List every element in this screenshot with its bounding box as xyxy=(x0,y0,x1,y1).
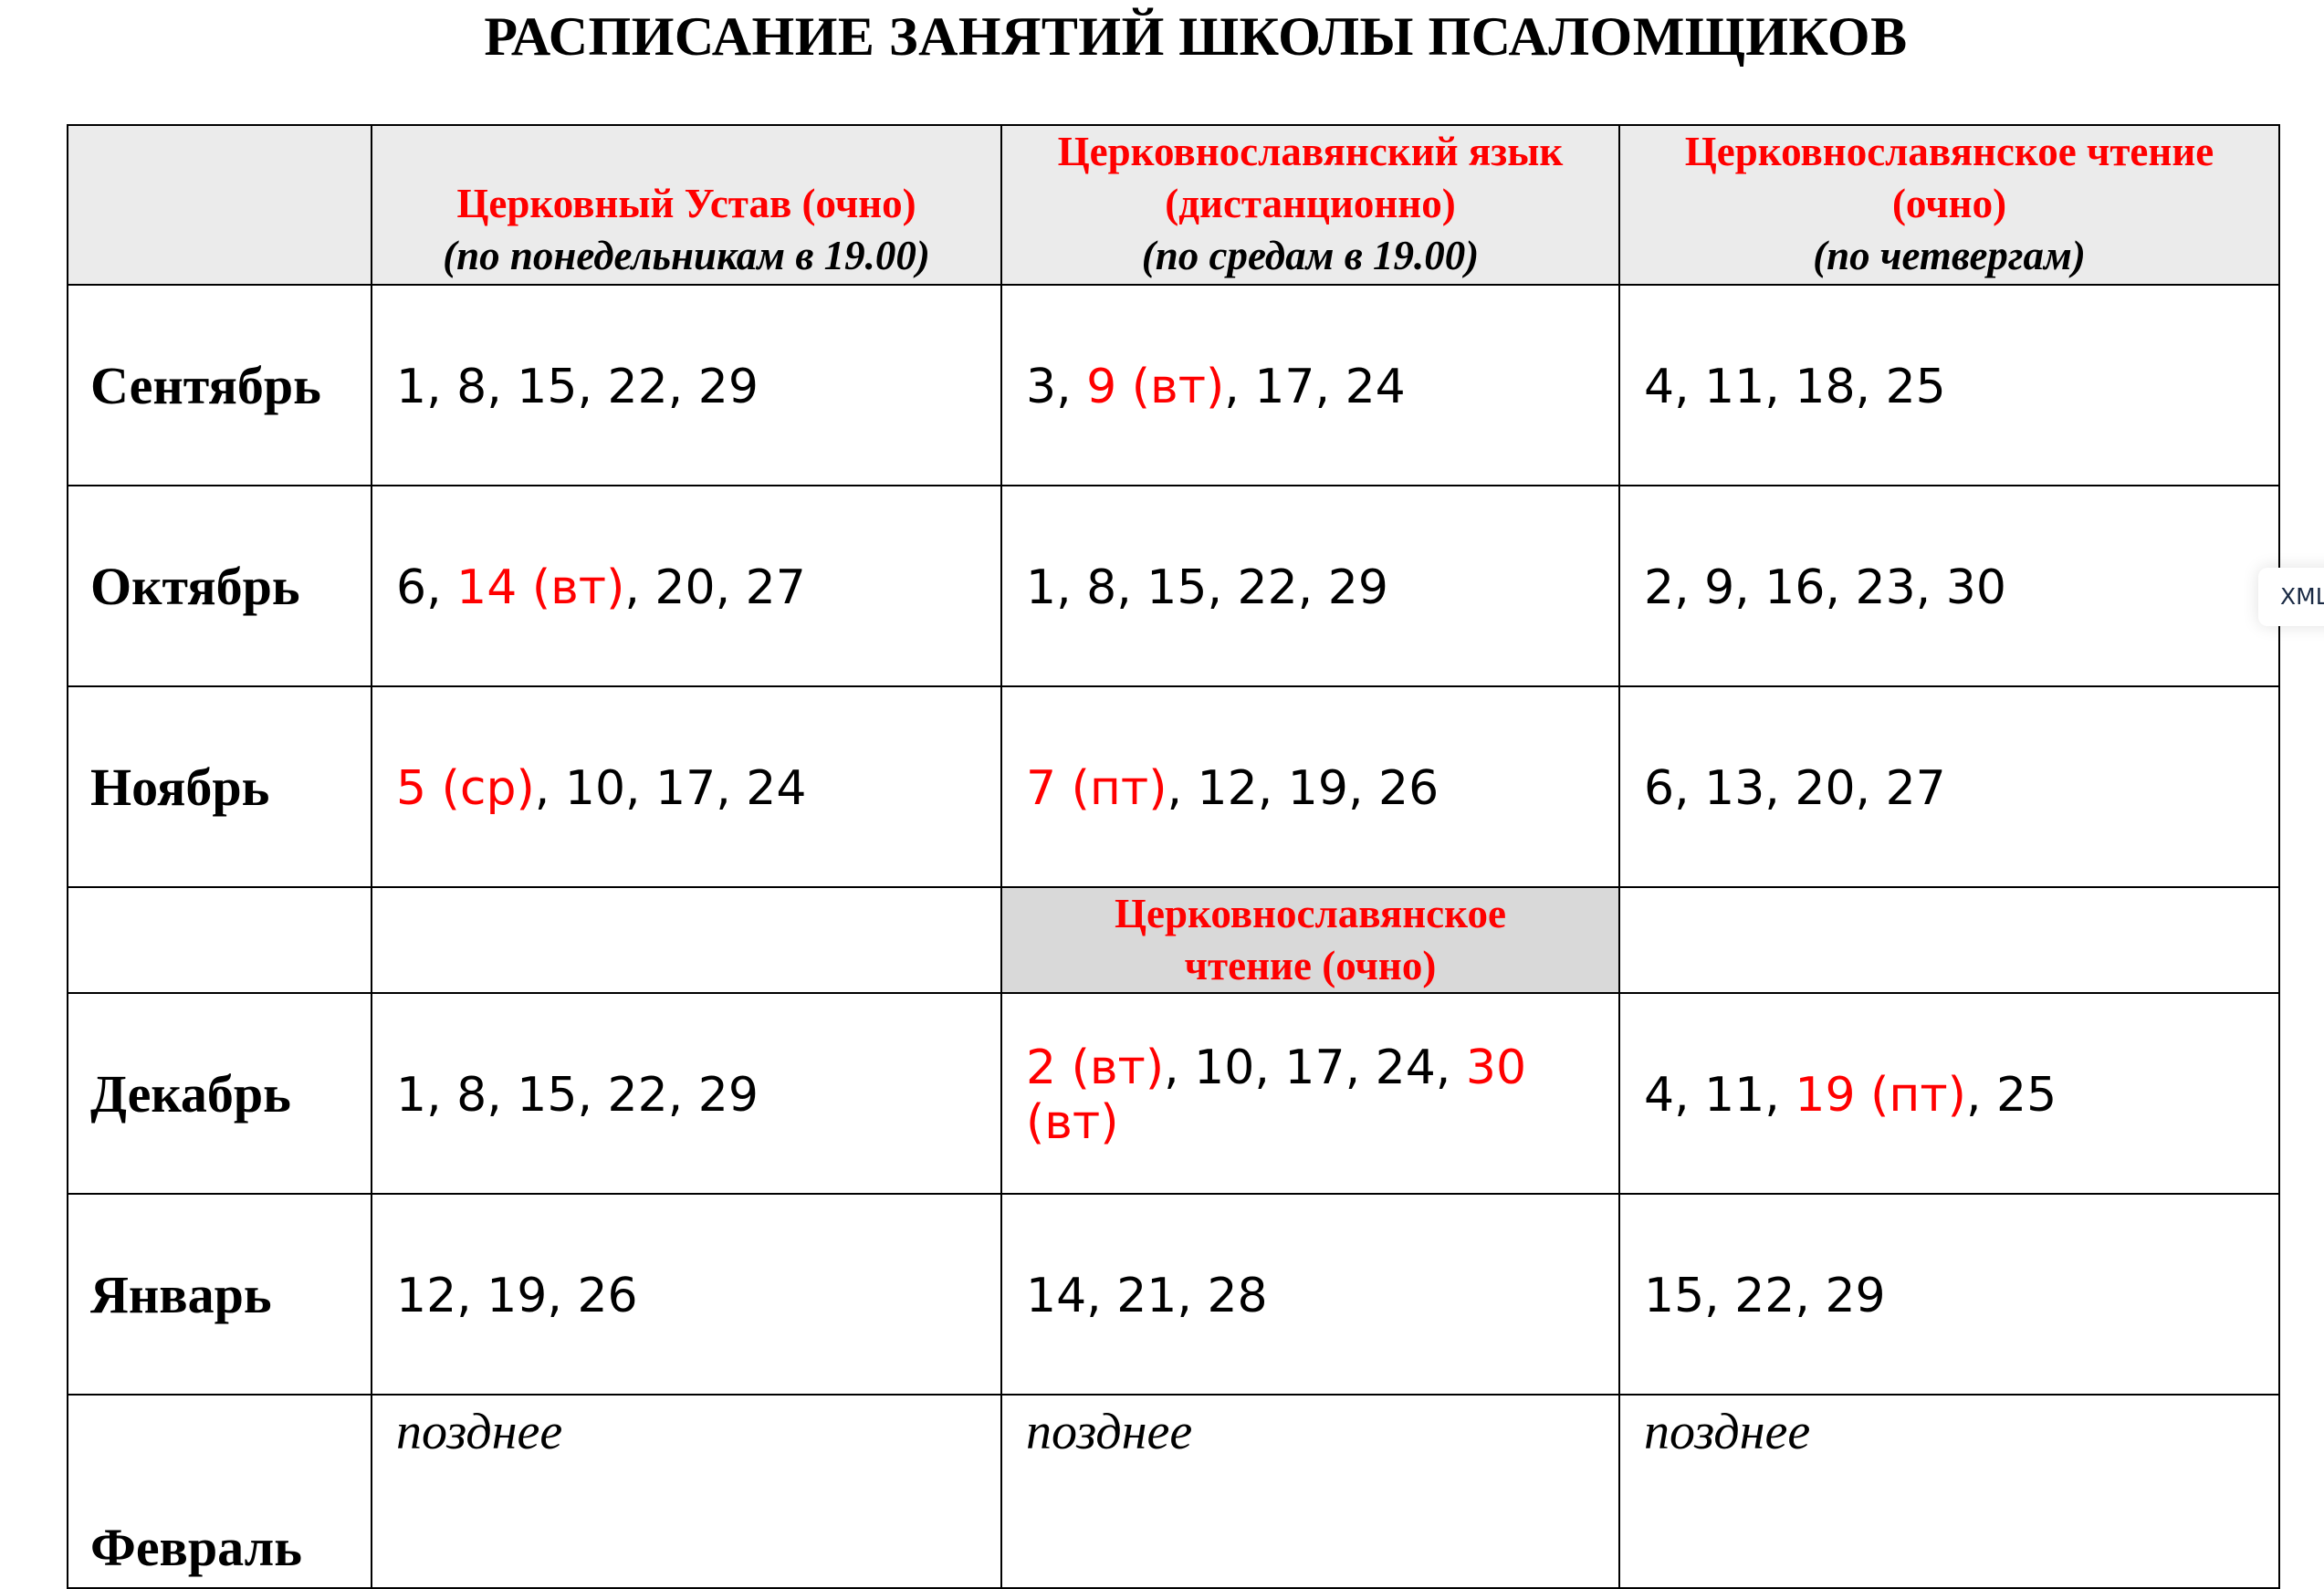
date-text: 1, 8, 15, 22, 29 xyxy=(396,1068,759,1123)
month-cell: Ноябрь xyxy=(67,685,372,888)
rescheduled-date: 14 (вт) xyxy=(456,560,625,615)
date-text: 4, 11, xyxy=(1644,1068,1795,1123)
month-cell: Январь xyxy=(67,1193,372,1396)
dates-cell: 15, 22, 29 xyxy=(1618,1193,2280,1396)
date-text: 1, 8, 15, 22, 29 xyxy=(1026,560,1388,615)
date-text: 1, 8, 15, 22, 29 xyxy=(396,360,759,414)
rescheduled-date: 7 (пт) xyxy=(1026,761,1167,816)
month-cell: Сентябрь xyxy=(67,284,372,486)
header-row: Церковный Устав (очно) (по понедельникам… xyxy=(67,124,2280,286)
table-row: Ноябрь 5 (ср), 10, 17, 24 7 (пт), 12, 19, … xyxy=(67,685,2280,888)
subheader-cell: Церковнославянское чтение (очно) xyxy=(1000,886,1620,994)
table-row: Декабрь 1, 8, 15, 22, 29 2 (вт), 10, 17, 2… xyxy=(67,992,2280,1195)
date-text: 2, 9, 16, 23, 30 xyxy=(1644,560,2006,615)
dates-cell: 5 (ср), 10, 17, 24 xyxy=(371,685,1002,888)
dates-cell: 2, 9, 16, 23, 30 xyxy=(1618,485,2280,687)
later-cell: позднее xyxy=(1618,1394,2280,1589)
dates-cell: 2 (вт), 10, 17, 24, 30 (вт) xyxy=(1000,992,1620,1195)
subheader-row: Церковнославянское чтение (очно) xyxy=(67,886,2280,994)
rescheduled-date: 30 (вт) xyxy=(1026,1040,1527,1150)
dates-cell: 1, 8, 15, 22, 29 xyxy=(371,284,1002,486)
header-cell-language: Церковнославянский язык (дистанционно) (… xyxy=(1000,124,1620,286)
table-row-february: Февраль позднее позднее позднее xyxy=(67,1394,2280,1589)
header-cell-ustav: Церковный Устав (очно) (по понедельникам… xyxy=(371,124,1002,286)
rescheduled-date: 5 (ср) xyxy=(396,761,535,816)
xml-tab-button[interactable]: XML xyxy=(2258,568,2324,626)
rescheduled-date: 2 (вт) xyxy=(1026,1040,1165,1095)
date-text: , 10, 17, 24 xyxy=(534,761,807,816)
date-text: , 20, 27 xyxy=(624,560,806,615)
table-row: Январь 12, 19, 26 14, 21, 28 15, 22, 29 xyxy=(67,1193,2280,1396)
dates-cell: 6, 13, 20, 27 xyxy=(1618,685,2280,888)
table-row: Сентябрь 1, 8, 15, 22, 29 3, 9 (вт), 17, 2… xyxy=(67,284,2280,486)
table-row: Октябрь 6, 14 (вт), 20, 27 1, 8, 15, 22, 2… xyxy=(67,485,2280,687)
date-text: 6, xyxy=(396,560,457,615)
column-subtitle: (по понедельникам в 19.00) xyxy=(443,233,930,278)
dates-cell: 3, 9 (вт), 17, 24 xyxy=(1000,284,1620,486)
month-cell: Декабрь xyxy=(67,992,372,1195)
page-title: РАСПИСАНИЕ ЗАНЯТИЙ ШКОЛЫ ПСАЛОМЩИКОВ xyxy=(484,6,1908,67)
dates-cell: 1, 8, 15, 22, 29 xyxy=(1000,485,1620,687)
header-corner-cell xyxy=(67,124,372,286)
date-text: 15, 22, 29 xyxy=(1644,1269,1886,1323)
date-text: , 17, 24 xyxy=(1224,360,1406,414)
date-text: , 10, 17, 24, xyxy=(1164,1040,1466,1095)
header-cell-reading: Церковнославянское чтение (очно) (по чет… xyxy=(1618,124,2280,286)
column-title: Церковнославянское чтение (очно) xyxy=(1684,129,2214,226)
dates-cell: 6, 14 (вт), 20, 27 xyxy=(371,485,1002,687)
date-text: 6, 13, 20, 27 xyxy=(1644,761,1946,816)
empty-cell xyxy=(371,886,1002,994)
column-subtitle: (по средам в 19.00) xyxy=(1141,233,1480,278)
dates-cell: 4, 11, 19 (пт), 25 xyxy=(1618,992,2280,1195)
column-title: Церковнославянский язык (дистанционно) xyxy=(1057,129,1564,226)
dates-cell: 1, 8, 15, 22, 29 xyxy=(371,992,1002,1195)
month-cell: Февраль xyxy=(67,1394,372,1589)
date-text: 14, 21, 28 xyxy=(1026,1269,1268,1323)
later-cell: позднее xyxy=(371,1394,1002,1589)
empty-cell xyxy=(1618,886,2280,994)
column-subtitle: (по четвергам) xyxy=(1813,233,2086,278)
dates-cell: 14, 21, 28 xyxy=(1000,1193,1620,1396)
month-cell: Октябрь xyxy=(67,485,372,687)
dates-cell: 7 (пт), 12, 19, 26 xyxy=(1000,685,1620,888)
column-title: Церковный Устав (очно) xyxy=(456,181,916,226)
date-text: , 25 xyxy=(1965,1068,2057,1123)
rescheduled-date: 19 (пт) xyxy=(1795,1068,1966,1123)
dates-cell: 12, 19, 26 xyxy=(371,1193,1002,1396)
empty-cell xyxy=(67,886,372,994)
dates-cell: 4, 11, 18, 25 xyxy=(1618,284,2280,486)
later-cell: позднее xyxy=(1000,1394,1620,1589)
date-text: 4, 11, 18, 25 xyxy=(1644,360,1946,414)
date-text: 12, 19, 26 xyxy=(396,1269,638,1323)
subheader-text: Церковнославянское чтение (очно) xyxy=(1115,891,1506,988)
date-text: 3, xyxy=(1026,360,1087,414)
date-text: , 12, 19, 26 xyxy=(1167,761,1439,816)
rescheduled-date: 9 (вт) xyxy=(1086,360,1225,414)
schedule-table: Церковный Устав (очно) (по понедельникам… xyxy=(67,124,2280,1589)
